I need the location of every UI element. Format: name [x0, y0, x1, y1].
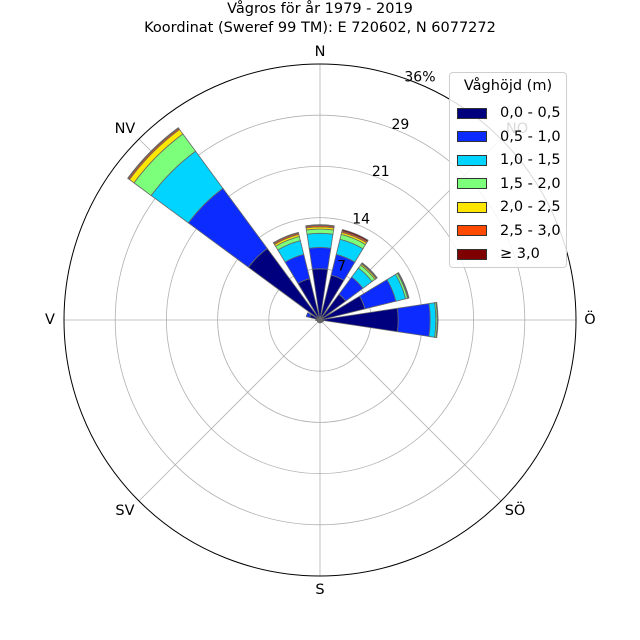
- legend-item: 2,0 - 2,5: [457, 197, 561, 217]
- direction-label: S: [315, 582, 324, 598]
- legend-title: Våghöjd (m): [463, 78, 553, 94]
- wedge-segment: [428, 302, 437, 338]
- wedge-segment: [341, 229, 369, 243]
- legend-label: 2,5 - 3,0: [500, 222, 561, 239]
- direction-label: SV: [115, 503, 134, 519]
- chart-subtitle: Koordinat (Sweref 99 TM): E 720602, N 60…: [144, 20, 496, 36]
- legend-label: 0,5 - 1,0: [500, 128, 561, 145]
- wedge-segment: [272, 231, 299, 244]
- wedge-segment: [306, 232, 334, 249]
- radial-tick-label: 29: [391, 117, 409, 133]
- legend-swatch: [457, 178, 487, 189]
- grid-spoke: [319, 319, 502, 502]
- legend-swatch: [457, 131, 487, 142]
- radial-tick-label: 36%: [404, 69, 435, 85]
- wedge-segment: [127, 127, 180, 180]
- chart-titles: Vågros för år 1979 - 2019 Koordinat (Swe…: [0, 0, 640, 38]
- direction-label: Ö: [584, 310, 595, 328]
- chart-title: Vågros för år 1979 - 2019: [227, 1, 413, 17]
- legend-item: ≥ 3,0: [457, 244, 540, 264]
- legend-swatch: [457, 248, 487, 260]
- legend-item: 1,5 - 2,0: [457, 174, 561, 194]
- legend-item: 2,5 - 3,0: [457, 221, 561, 241]
- legend-label: 0,0 - 0,5: [500, 105, 561, 121]
- legend-swatch: [457, 201, 487, 213]
- legend-swatch: [457, 154, 487, 166]
- legend-item: 0,0 - 0,5: [457, 103, 561, 123]
- direction-label: N: [315, 44, 326, 60]
- legend-item: 1,0 - 1,5: [457, 150, 561, 170]
- wedge-segment: [305, 224, 335, 227]
- grid-spoke: [138, 319, 321, 502]
- legend: Våghöjd (m) 0,0 - 0,5 0,5 - 1,0 1,0 - 1,5 1…: [449, 72, 567, 268]
- legend-label: ≥ 3,0: [500, 246, 540, 262]
- legend-label: 2,0 - 2,5: [500, 199, 561, 215]
- legend-swatch: [457, 107, 487, 119]
- radial-tick-label: 21: [372, 164, 390, 180]
- wedge-segment: [315, 318, 317, 322]
- legend-swatch: [457, 225, 487, 236]
- wedge-segment: [435, 301, 439, 339]
- direction-label: NV: [115, 121, 136, 137]
- radial-tick-label: 14: [352, 211, 370, 227]
- grid-circle: [165, 165, 475, 475]
- outer-boundary: [63, 63, 577, 577]
- legend-item: 0,5 - 1,0: [457, 127, 561, 147]
- wedge-segment: [308, 247, 332, 270]
- direction-label: SÖ: [505, 501, 526, 519]
- legend-label: 1,5 - 2,0: [500, 175, 561, 192]
- grid-circle: [114, 114, 526, 526]
- direction-label: V: [45, 312, 55, 328]
- radial-tick-label: 7: [337, 259, 346, 275]
- wedge-segment: [305, 312, 312, 318]
- wedge-segment: [396, 303, 431, 337]
- wedge-segment: [397, 272, 410, 299]
- legend-label: 1,0 - 1,5: [500, 152, 561, 168]
- wedge-segment: [361, 262, 378, 279]
- wedges: [63, 63, 577, 577]
